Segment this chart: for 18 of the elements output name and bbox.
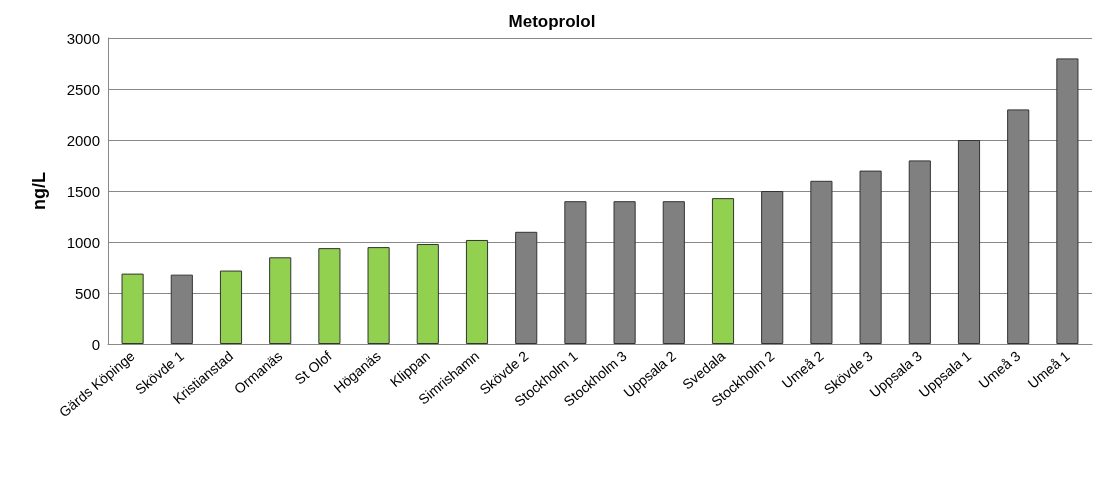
y-tick-label: 2500 xyxy=(66,80,100,98)
x-tick-label: St Olof xyxy=(291,347,335,388)
bar xyxy=(269,257,292,344)
y-axis-title: ng/L xyxy=(29,172,49,210)
bar xyxy=(711,198,735,344)
y-tick-label: 0 xyxy=(91,335,100,353)
bar xyxy=(416,244,439,344)
bar xyxy=(318,248,341,344)
y-tick-label: 2000 xyxy=(66,131,100,149)
bar xyxy=(121,273,144,344)
y-tick-label: 1500 xyxy=(66,182,100,200)
chart-title: Metoprolol xyxy=(508,12,596,31)
bar xyxy=(465,239,489,344)
y-tick-label: 3000 xyxy=(66,29,100,47)
y-tick-label: 500 xyxy=(74,284,100,302)
bar xyxy=(367,247,390,344)
y-tick-label: 1000 xyxy=(66,233,100,251)
bar xyxy=(219,270,243,344)
